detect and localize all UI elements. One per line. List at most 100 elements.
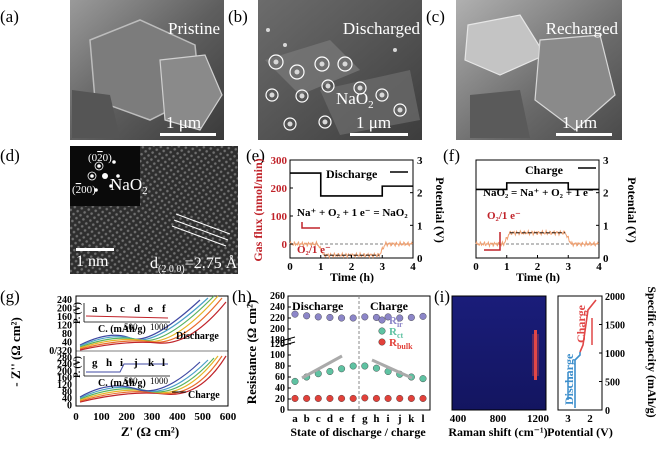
saed-spot-020: (020) bbox=[88, 152, 112, 164]
panel-i-ylabel-right: Specific capacity (mAh/g) bbox=[645, 286, 659, 417]
g-ytick-bottom: 160 bbox=[57, 373, 72, 384]
ytick-label: 300 bbox=[271, 155, 288, 167]
panel-g-xticks: 0 100 200 300 400 500 600 bbox=[73, 411, 237, 423]
panel-f-xlabel: Time (h) bbox=[516, 270, 560, 284]
g-ytick-top: 160 bbox=[57, 312, 72, 323]
rbulk-point bbox=[314, 394, 322, 402]
legend-label: Rbulk bbox=[389, 337, 413, 351]
panel-c-scale-label: 1 μm bbox=[562, 113, 597, 132]
h-ytick-label: 60 bbox=[275, 372, 285, 383]
panel-h-trend-down bbox=[371, 358, 413, 380]
g-xtick: 600 bbox=[220, 411, 237, 423]
panel-e-yticks: 0 100 200 300 bbox=[271, 155, 293, 251]
ytick-label: 200 bbox=[271, 183, 288, 195]
g-inset-state-label: c bbox=[120, 303, 125, 315]
rct-point bbox=[372, 364, 380, 372]
rir-point bbox=[349, 314, 357, 322]
panel-f-yticks-right: 0 1 2 3 bbox=[596, 155, 609, 265]
xtick-label: 2 bbox=[349, 261, 355, 273]
g-inset-state-label: d bbox=[134, 303, 140, 315]
raman-xtick: 1200 bbox=[527, 413, 550, 425]
g-ytick-top: 40 bbox=[62, 338, 72, 349]
g-xtick: 300 bbox=[144, 411, 161, 423]
xtick-label: 2 bbox=[535, 261, 541, 273]
ytick-right-label: 1 bbox=[417, 220, 423, 232]
capacity-tick-label: 500 bbox=[605, 378, 620, 389]
panel-h-charge-label: Charge bbox=[370, 299, 409, 313]
panel-a-scale-label: 1 μm bbox=[166, 113, 201, 132]
panel-g-discharge-label: Discharge bbox=[176, 331, 219, 342]
panel-g-yticks: 24020016012080400/3202802402001601208040… bbox=[49, 295, 72, 411]
h-xtick-label: j bbox=[397, 413, 402, 425]
panel-e-ylabel: Gas flux (nmol/min) bbox=[251, 158, 265, 261]
panel-c-scale-bar bbox=[556, 133, 612, 136]
panel-g-ylabel: - Z'' (Ω cm²) bbox=[8, 317, 23, 387]
rir-point bbox=[419, 312, 427, 320]
ytick-label: 100 bbox=[271, 211, 288, 223]
g-ytick-bottom: 200 bbox=[57, 366, 72, 377]
g-inset-state-label: h bbox=[106, 357, 112, 369]
g-inset-state-label: k bbox=[148, 357, 155, 369]
panel-b: (b) Discharged NaO2 1 μm bbox=[228, 0, 422, 140]
g-xtick: 500 bbox=[194, 411, 211, 423]
h-xtick-label: f bbox=[351, 413, 355, 425]
panel-i-label: (i) bbox=[434, 287, 450, 306]
g-ytick-bottom: 120 bbox=[57, 380, 72, 391]
h-xtick-label: k bbox=[408, 413, 415, 425]
panel-f-ylabel-right: Potential (V) bbox=[625, 177, 639, 243]
panel-e-arrow-left bbox=[301, 222, 320, 229]
panel-g: (g) 24020016012080400/320280240200160120… bbox=[0, 287, 237, 439]
rbulk-point bbox=[303, 394, 311, 402]
rir-point bbox=[361, 313, 369, 321]
nyquist-curves-bottom bbox=[79, 355, 227, 403]
ytick-right-label: 2 bbox=[603, 188, 609, 200]
panel-h-ylabel: Resistance (Ω cm²) bbox=[244, 300, 259, 405]
legend-label: Rct bbox=[389, 326, 404, 340]
rbulk-point bbox=[372, 394, 380, 402]
g-ytick-bottom: 40 bbox=[62, 394, 72, 405]
h-ytick-label: 0 bbox=[280, 405, 285, 416]
potential-xtick: 3 bbox=[565, 413, 571, 425]
g-inset-state-label: g bbox=[92, 357, 98, 369]
panel-e-label: (e) bbox=[246, 146, 265, 165]
rct-point bbox=[338, 365, 346, 373]
nao2-particles bbox=[266, 28, 403, 127]
panel-f-xticks: 0 1 2 3 4 bbox=[473, 255, 602, 273]
panel-h-xlabel: State of discharge / charge bbox=[290, 425, 426, 439]
rbulk-point bbox=[407, 394, 415, 402]
panel-d-scale-bar bbox=[76, 248, 114, 251]
g-ytick-bottom: 240 bbox=[57, 360, 72, 371]
xtick-label: 3 bbox=[380, 261, 386, 273]
panel-g-inset-tick-top-1000: 1000 bbox=[150, 322, 169, 332]
panel-f-reaction: NaO₂ = Na⁺ + O₂ + 1 e⁻ bbox=[483, 187, 594, 199]
rir-point bbox=[396, 314, 404, 322]
h-xtick-label: c bbox=[316, 413, 321, 425]
panel-f-mode: Charge bbox=[525, 163, 564, 177]
h-ytick-label: 80 bbox=[275, 361, 285, 372]
lattice-fringe-lines bbox=[171, 213, 231, 247]
rbulk-point bbox=[338, 394, 346, 402]
g-inset-state-label: j bbox=[133, 357, 138, 369]
xtick-label: 1 bbox=[504, 261, 510, 273]
legend-marker bbox=[378, 327, 386, 335]
h-ytick-label: 200 bbox=[270, 324, 285, 335]
g-ytick-top: 240 bbox=[57, 295, 72, 306]
rir-point bbox=[326, 313, 334, 321]
rbulk-point bbox=[326, 394, 334, 402]
discharge-curve bbox=[574, 352, 581, 408]
panel-h-label: (h) bbox=[232, 287, 252, 306]
panel-e-xlabel: Time (h) bbox=[330, 270, 374, 284]
raman-heatmap bbox=[451, 295, 547, 411]
panel-i-charge-label: Charge bbox=[574, 304, 588, 343]
g-xtick: 400 bbox=[169, 411, 186, 423]
panel-e-reaction: Na⁺ + O₂ + 1 e⁻ = NaO₂ bbox=[297, 207, 408, 219]
g-ytick-bottom: 0/320 bbox=[49, 346, 72, 357]
rir-point bbox=[291, 310, 299, 318]
rct-point bbox=[291, 377, 299, 385]
g-ytick-top: 200 bbox=[57, 304, 72, 315]
panel-g-charge-label: Charge bbox=[188, 390, 220, 401]
h-ytick-label: 260 bbox=[270, 291, 285, 302]
panel-a: (a) Pristine 1 μm bbox=[0, 0, 224, 140]
